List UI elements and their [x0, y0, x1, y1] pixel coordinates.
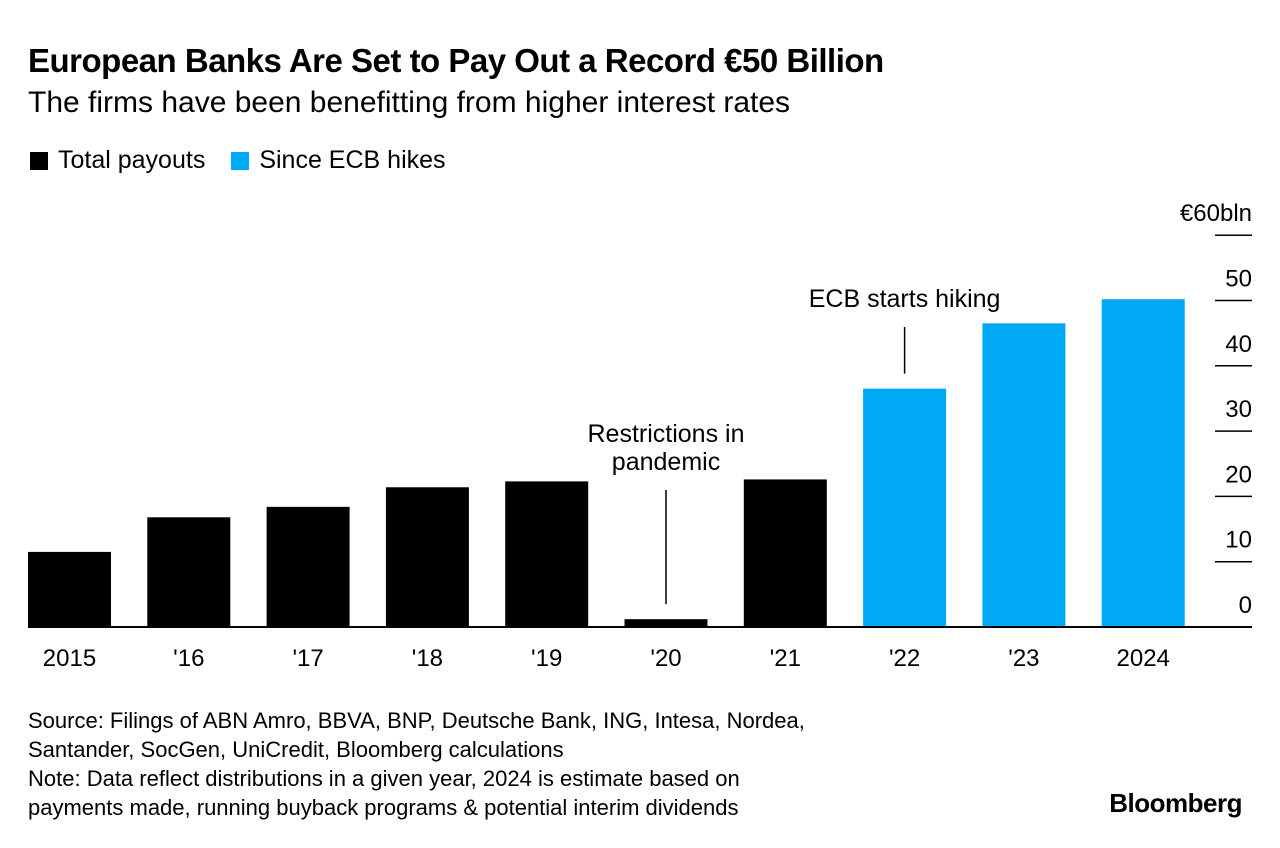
- chart-title: European Banks Are Set to Pay Out a Reco…: [28, 42, 884, 79]
- x-tick-label-5: '20: [650, 645, 681, 672]
- source-line-1: Source: Filings of ABN Amro, BBVA, BNP, …: [28, 708, 805, 733]
- note-line-1: Note: Data reflect distributions in a gi…: [28, 766, 740, 791]
- x-tick-label-4: '19: [531, 645, 562, 672]
- x-tick-label-6: '21: [770, 645, 801, 672]
- annotation-text-1-0: ECB starts hiking: [809, 285, 1001, 313]
- x-tick-label-0: 2015: [43, 645, 96, 672]
- annotation-text-0-1: pandemic: [612, 448, 720, 476]
- legend-swatch-since-ecb-hikes: [231, 151, 250, 170]
- bar-total-4: [505, 481, 589, 627]
- x-tick-label-2: '17: [292, 645, 323, 672]
- x-tick-label-8: '23: [1008, 645, 1039, 672]
- source-line-2: Santander, SocGen, UniCredit, Bloomberg …: [28, 737, 564, 762]
- footnotes: Source: Filings of ABN Amro, BBVA, BNP, …: [28, 706, 805, 822]
- bar-total-2: [266, 506, 350, 627]
- bar-since-hikes-9: [1101, 299, 1185, 627]
- bar-total-1: [147, 517, 231, 627]
- x-tick-label-9: 2024: [1117, 645, 1170, 672]
- legend: Total payouts Since ECB hikes: [30, 146, 472, 175]
- legend-swatch-total-payouts: [30, 151, 48, 170]
- chart-subtitle: The firms have been benefitting from hig…: [28, 86, 791, 119]
- bar-total-0: [28, 551, 111, 627]
- bar-total-6: [743, 479, 827, 627]
- bar-total-5: [624, 619, 708, 627]
- x-tick-label-1: '16: [173, 645, 204, 672]
- bar-total-3: [385, 487, 469, 627]
- legend-label-total-payouts: Total payouts: [58, 146, 206, 174]
- note-line-2: payments made, running buyback programs …: [28, 795, 739, 820]
- y-tick-label-20: 20: [1225, 461, 1252, 488]
- y-tick-label-10: 10: [1225, 527, 1252, 554]
- y-axis-unit-label: €60bln: [1180, 200, 1252, 227]
- annotation-text-0-0: Restrictions in: [588, 420, 745, 448]
- x-tick-label-7: '22: [889, 645, 920, 672]
- y-tick-label-50: 50: [1225, 266, 1252, 293]
- y-tick-label-0: 0: [1239, 592, 1252, 619]
- x-tick-label-3: '18: [412, 645, 443, 672]
- legend-item-since-ecb-hikes: Since ECB hikes: [231, 146, 446, 175]
- bar-since-hikes-7: [863, 388, 947, 627]
- bar-chart: 0 10 20 30 40 50 €60bln 2015 '16 '17 '18 '19 '20 '21 '…: [28, 200, 1252, 672]
- y-tick-label-40: 40: [1225, 331, 1252, 358]
- bloomberg-logo: Bloomberg: [1109, 788, 1242, 818]
- y-tick-label-30: 30: [1225, 396, 1252, 423]
- bar-since-hikes-8: [982, 323, 1066, 627]
- legend-item-total-payouts: Total payouts: [30, 146, 205, 175]
- legend-label-since-ecb-hikes: Since ECB hikes: [259, 146, 446, 174]
